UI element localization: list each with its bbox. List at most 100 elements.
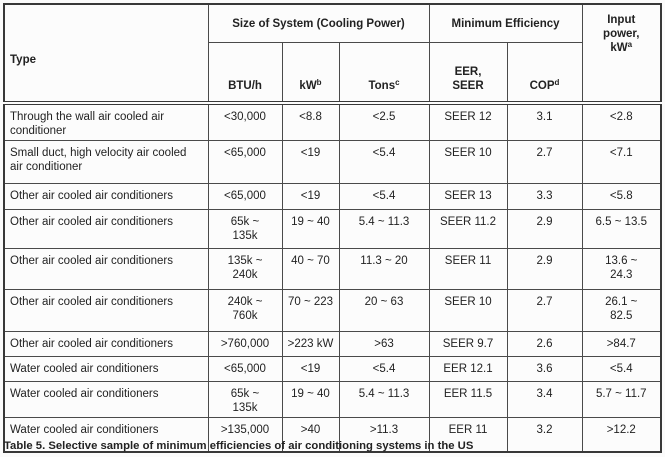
col-header-btu: BTU/h: [207, 42, 283, 105]
cell-tons: <5.4: [338, 140, 430, 184]
cell-tons: <5.4: [338, 356, 430, 382]
cell-eer-seer: SEER 13: [428, 183, 508, 210]
cell-input-kw: <5.4: [581, 356, 662, 382]
table-row: Through the wall air cooled air conditio…: [3, 102, 662, 141]
cell-kw: <19: [281, 356, 340, 382]
group-header-minimum-efficiency: Minimum Efficiency: [428, 3, 583, 43]
cell-btu: 65k ~ 135k: [207, 209, 283, 249]
cell-btu: >760,000: [207, 331, 283, 357]
table-body: Through the wall air cooled air conditio…: [3, 102, 662, 452]
cell-cop: 3.3: [506, 183, 583, 210]
cell-type: Other air cooled air conditioners: [3, 289, 209, 332]
input-power-footnote: a: [627, 40, 633, 49]
cell-type: Water cooled air conditioners: [3, 381, 209, 418]
cell-cop: 3.2: [506, 417, 583, 452]
cell-input-kw: 6.5 ~ 13.5: [581, 209, 662, 249]
cell-input-kw: 26.1 ~ 82.5: [581, 289, 662, 332]
cell-tons: 5.4 ~ 11.3: [338, 381, 430, 418]
group-header-size-of-system: Size of System (Cooling Power): [207, 3, 430, 43]
cell-kw: <8.8: [281, 102, 340, 141]
cell-kw: <19: [281, 140, 340, 184]
cell-btu: 65k ~ 135k: [207, 381, 283, 418]
cell-cop: 3.4: [506, 381, 583, 418]
cell-input-kw: <2.8: [581, 102, 662, 141]
cell-cop: 3.6: [506, 356, 583, 382]
col-header-eer-seer: EER, SEER: [428, 42, 508, 105]
cell-input-kw: <5.8: [581, 183, 662, 210]
col-header-input-power: Input power, kWa: [581, 3, 662, 105]
col-header-type: Type: [3, 3, 209, 105]
table-row: Other air cooled air conditioners 65k ~ …: [3, 209, 662, 249]
cell-tons: 5.4 ~ 11.3: [338, 209, 430, 249]
cell-btu: <65,000: [207, 356, 283, 382]
cell-eer-seer: SEER 10: [428, 140, 508, 184]
table-row: Small duct, high velocity air cooled air…: [3, 140, 662, 184]
cell-tons: <2.5: [338, 102, 430, 141]
cell-type: Water cooled air conditioners: [3, 417, 209, 452]
table-row: Other air cooled air conditioners <65,00…: [3, 183, 662, 210]
cell-eer-seer: SEER 12: [428, 102, 508, 141]
cell-type: Through the wall air cooled air conditio…: [3, 102, 209, 141]
cell-type: Other air cooled air conditioners: [3, 209, 209, 249]
cell-btu: 135k ~ 240k: [207, 248, 283, 290]
table-header: Type Size of System (Cooling Power) Mini…: [3, 3, 662, 105]
cell-type: Other air cooled air conditioners: [3, 331, 209, 357]
cell-cop: 2.9: [506, 248, 583, 290]
cell-type: Water cooled air conditioners: [3, 356, 209, 382]
cell-btu: <65,000: [207, 140, 283, 184]
col-header-cop: COPd: [506, 42, 583, 105]
table-row: Other air cooled air conditioners 135k ~…: [3, 248, 662, 290]
kw-label: kW: [299, 80, 317, 92]
cell-tons: 11.3 ~ 20: [338, 248, 430, 290]
cell-tons: >63: [338, 331, 430, 357]
cell-eer-seer: EER 11.5: [428, 381, 508, 418]
cell-kw: >40: [281, 417, 340, 452]
cell-input-kw: >12.2: [581, 417, 662, 452]
cell-kw: >223 kW: [281, 331, 340, 357]
cell-eer-seer: EER 12.1: [428, 356, 508, 382]
table-row: Other air cooled air conditioners >760,0…: [3, 331, 662, 357]
cop-label: COP: [529, 80, 555, 92]
cell-btu: >135,000: [207, 417, 283, 452]
cell-cop: 2.9: [506, 209, 583, 249]
table-caption: Table 5. Selective sample of minimum eff…: [4, 440, 474, 452]
cell-kw: 19 ~ 40: [281, 381, 340, 418]
table-row: Other air cooled air conditioners 240k ~…: [3, 289, 662, 332]
cell-eer-seer: SEER 9.7: [428, 331, 508, 357]
cell-tons: <5.4: [338, 183, 430, 210]
cell-eer-seer: EER 11: [428, 417, 508, 452]
cell-btu: <30,000: [207, 102, 283, 141]
btu-label: BTU/h: [228, 80, 262, 92]
cell-tons: >11.3: [338, 417, 430, 452]
cell-type: Other air cooled air conditioners: [3, 183, 209, 210]
cell-cop: 2.6: [506, 331, 583, 357]
cell-kw: 40 ~ 70: [281, 248, 340, 290]
cop-footnote: d: [554, 78, 560, 87]
cell-kw: 19 ~ 40: [281, 209, 340, 249]
tons-label: Tons: [368, 80, 396, 92]
tons-footnote: c: [395, 78, 400, 87]
cell-input-kw: >84.7: [581, 331, 662, 357]
cell-btu: <65,000: [207, 183, 283, 210]
table-row: Water cooled air conditioners <65,000 <1…: [3, 356, 662, 382]
col-header-tons: Tonsc: [338, 42, 430, 105]
cell-eer-seer: SEER 11.2: [428, 209, 508, 249]
cell-btu: 240k ~ 760k: [207, 289, 283, 332]
cell-cop: 3.1: [506, 102, 583, 141]
input-power-label: Input power, kW: [603, 14, 640, 54]
cell-eer-seer: SEER 11: [428, 248, 508, 290]
efficiency-table: Type Size of System (Cooling Power) Mini…: [3, 3, 663, 453]
cell-cop: 2.7: [506, 140, 583, 184]
cell-input-kw: <7.1: [581, 140, 662, 184]
header-group-row: Type Size of System (Cooling Power) Mini…: [3, 3, 662, 105]
col-header-kw: kWb: [281, 42, 340, 105]
eer-seer-label: EER, SEER: [452, 66, 484, 92]
cell-kw: 70 ~ 223: [281, 289, 340, 332]
cell-input-kw: 5.7 ~ 11.7: [581, 381, 662, 418]
cell-tons: 20 ~ 63: [338, 289, 430, 332]
cell-type: Other air cooled air conditioners: [3, 248, 209, 290]
cell-type: Small duct, high velocity air cooled air…: [3, 140, 209, 184]
header-sub-row: BTU/h kWb Tonsc EER, SEER COPd: [4, 42, 661, 105]
cell-kw: <19: [281, 183, 340, 210]
cell-eer-seer: SEER 10: [428, 289, 508, 332]
